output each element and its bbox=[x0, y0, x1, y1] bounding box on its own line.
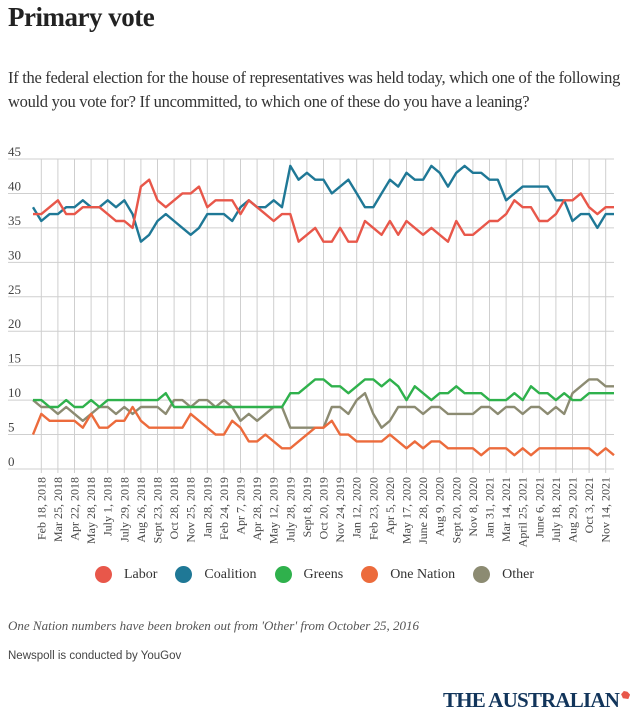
chart-legend: Labor Coalition Greens One Nation Other bbox=[0, 566, 639, 583]
legend-label: Coalition bbox=[204, 566, 257, 582]
logo-text: THE AUSTRALIAN bbox=[443, 688, 620, 712]
x-axis-ticks: Feb 18, 2018 Mar 25, 2018 Apr 22, 2018 May … bbox=[34, 477, 612, 547]
x-tick-label: Aug 29, 2021 bbox=[566, 477, 580, 543]
x-tick-label: April 25, 2021 bbox=[516, 477, 530, 547]
x-tick-label: Feb 23, 2020 bbox=[366, 477, 380, 540]
legend-label: Greens bbox=[303, 566, 344, 582]
y-tick-label: 0 bbox=[8, 454, 15, 469]
legend-swatch-icon bbox=[361, 566, 379, 583]
legend-swatch-icon bbox=[94, 566, 112, 583]
series-line-one-nation bbox=[31, 405, 615, 457]
legend-swatch-icon bbox=[175, 566, 193, 583]
x-tick-label: Nov 14, 2021 bbox=[599, 477, 613, 543]
y-tick-label: 45 bbox=[8, 144, 21, 159]
x-tick-label: Jan 28, 2019 bbox=[200, 477, 214, 538]
legend-swatch-icon bbox=[473, 566, 491, 583]
x-tick-label: Jan 31, 2021 bbox=[483, 477, 497, 538]
footnote: One Nation numbers have been broken out … bbox=[8, 618, 420, 633]
x-tick-label: July 18, 2021 bbox=[549, 477, 563, 542]
x-tick-label: Sept 20, 2020 bbox=[449, 477, 463, 543]
x-tick-label: Apr 28, 2019 bbox=[250, 477, 264, 541]
x-tick-label: Oct 20, 2019 bbox=[317, 477, 331, 539]
brand-logo[interactable]: THE AUSTRALIAN bbox=[443, 688, 631, 712]
legend-swatch-icon bbox=[274, 566, 292, 583]
page-title: Primary vote bbox=[8, 2, 155, 32]
x-tick-label: Oct 3, 2021 bbox=[582, 477, 596, 533]
source-credit: Newspoll is conducted by YouGov bbox=[8, 650, 182, 662]
legend-item-labor[interactable]: Labor bbox=[94, 566, 167, 583]
x-tick-label: July 29, 2018 bbox=[117, 477, 131, 542]
series-line-greens bbox=[33, 378, 614, 409]
x-tick-label: Sept 8, 2019 bbox=[300, 477, 314, 537]
x-tick-label: June 6, 2021 bbox=[532, 477, 546, 538]
x-tick-label: May 28, 2018 bbox=[84, 477, 98, 544]
x-tick-label: Apr 7, 2019 bbox=[234, 477, 248, 535]
legend-item-greens[interactable]: Greens bbox=[274, 566, 354, 583]
y-tick-label: 15 bbox=[8, 351, 21, 366]
chart-subtitle: If the federal election for the house of… bbox=[8, 68, 621, 111]
x-tick-label: Nov 25, 2018 bbox=[184, 477, 198, 543]
y-axis-ticks: 0 5 10 15 20 25 30 35 40 45 bbox=[8, 144, 21, 469]
line-chart: 0 5 10 15 20 25 30 35 40 45 Feb 18, 2018 Mar 25, 2… bbox=[8, 144, 615, 547]
y-tick-label: 20 bbox=[8, 316, 21, 331]
australia-map-icon bbox=[621, 691, 631, 699]
x-tick-label: Jan 12, 2020 bbox=[350, 477, 364, 538]
y-tick-label: 40 bbox=[8, 178, 21, 193]
legend-item-other[interactable]: Other bbox=[473, 566, 544, 583]
y-tick-label: 30 bbox=[8, 247, 21, 262]
y-tick-label: 25 bbox=[8, 282, 21, 297]
y-tick-label: 35 bbox=[8, 213, 21, 228]
x-tick-label: Mar 25, 2018 bbox=[51, 477, 65, 542]
x-tick-label: Mar 14, 2021 bbox=[499, 477, 513, 542]
x-tick-label: June 28, 2020 bbox=[416, 477, 430, 544]
legend-label: Other bbox=[502, 566, 535, 582]
series-line-labor bbox=[33, 178, 614, 243]
x-tick-label: July 28, 2019 bbox=[283, 477, 297, 542]
x-tick-label: Nov 8, 2020 bbox=[466, 477, 480, 537]
x-tick-label: July 1, 2018 bbox=[101, 477, 115, 536]
x-tick-label: Oct 28, 2018 bbox=[167, 477, 181, 539]
x-tick-label: Feb 18, 2018 bbox=[34, 477, 48, 540]
x-tick-label: May 17, 2020 bbox=[400, 477, 414, 544]
legend-item-coalition[interactable]: Coalition bbox=[175, 566, 266, 583]
y-tick-label: 5 bbox=[8, 420, 15, 435]
legend-label: Labor bbox=[123, 566, 158, 582]
x-tick-label: May 12, 2019 bbox=[267, 477, 281, 544]
x-tick-label: Aug 9, 2020 bbox=[433, 477, 447, 537]
x-tick-label: Apr 5, 2020 bbox=[383, 477, 397, 535]
legend-label: One Nation bbox=[390, 566, 456, 582]
x-tick-label: Aug 26, 2018 bbox=[134, 477, 148, 543]
x-tick-label: Feb 24, 2019 bbox=[217, 477, 231, 540]
x-tick-label: Nov 24, 2019 bbox=[333, 477, 347, 543]
series-line-coalition bbox=[31, 164, 614, 243]
x-tick-label: Sept 23, 2018 bbox=[151, 477, 165, 543]
y-tick-label: 10 bbox=[8, 385, 21, 400]
series-lines bbox=[31, 164, 615, 457]
legend-item-one-nation[interactable]: One Nation bbox=[361, 566, 465, 583]
x-tick-label: Apr 22, 2018 bbox=[68, 477, 82, 541]
